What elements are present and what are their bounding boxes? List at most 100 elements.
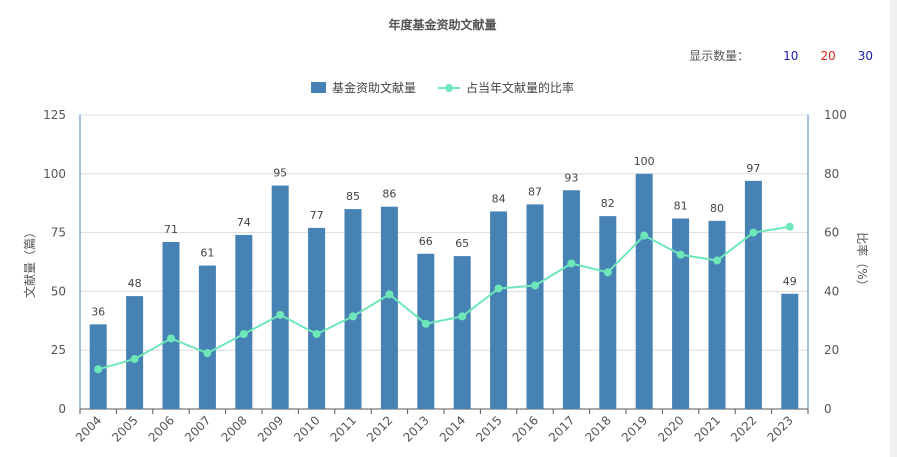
x-tick-label: 2006 bbox=[146, 413, 177, 444]
ratio-point bbox=[276, 310, 285, 319]
chart-legend: 基金资助文献量 占当年文献量的比率 bbox=[0, 79, 885, 96]
ratio-line bbox=[97, 225, 790, 371]
ratio-point bbox=[239, 330, 248, 339]
x-tick-label: 2005 bbox=[109, 413, 140, 444]
x-tick-label: 2013 bbox=[400, 413, 431, 444]
display-count-label: 显示数量： bbox=[689, 49, 750, 63]
x-tick-label: 2009 bbox=[255, 413, 286, 444]
y2-tick-label: 40 bbox=[824, 284, 839, 298]
bar-data-label: 74 bbox=[237, 216, 251, 229]
display-count-option-20[interactable]: 20 bbox=[820, 49, 836, 63]
ratio-point bbox=[94, 365, 103, 374]
display-count-option-10[interactable]: 10 bbox=[783, 49, 799, 63]
ratio-point bbox=[421, 319, 430, 328]
bar-data-label: 82 bbox=[601, 197, 615, 210]
bar bbox=[490, 211, 508, 409]
y2-tick-label: 100 bbox=[824, 108, 847, 122]
x-tick-label: 2015 bbox=[473, 413, 504, 444]
ratio-point bbox=[349, 312, 357, 321]
x-tick-label: 2004 bbox=[73, 413, 104, 444]
bar-data-label: 93 bbox=[564, 171, 578, 184]
bar bbox=[417, 253, 435, 409]
bar-data-label: 61 bbox=[200, 247, 214, 260]
ratio-point bbox=[603, 268, 612, 277]
y2-tick-label: 60 bbox=[824, 226, 839, 240]
bar bbox=[162, 242, 180, 409]
bar bbox=[599, 216, 617, 409]
legend-item-line-series[interactable]: 占当年文献量的比率 bbox=[438, 79, 574, 96]
bar bbox=[635, 173, 653, 409]
bar bbox=[526, 204, 544, 409]
x-tick-label: 2023 bbox=[764, 413, 795, 444]
bar bbox=[453, 256, 471, 409]
x-tick-label: 2019 bbox=[619, 413, 650, 444]
ratio-point bbox=[458, 312, 467, 321]
legend-line-swatch bbox=[438, 83, 460, 93]
ratio-point bbox=[312, 330, 321, 339]
x-tick-label: 2020 bbox=[655, 413, 686, 444]
display-count-option-30[interactable]: 30 bbox=[857, 49, 873, 63]
ratio-point bbox=[130, 355, 139, 364]
ratio-point bbox=[385, 290, 394, 299]
legend-item-bar-series[interactable]: 基金资助文献量 bbox=[310, 79, 416, 96]
bar-data-label: 85 bbox=[346, 190, 360, 203]
x-tick-label: 2007 bbox=[182, 413, 213, 444]
y2-axis-title: 比率（%） bbox=[855, 232, 870, 291]
bar-data-label: 84 bbox=[492, 192, 506, 205]
bar-data-label: 77 bbox=[310, 209, 324, 222]
bar-data-label: 100 bbox=[634, 155, 655, 168]
ratio-point bbox=[494, 284, 503, 293]
ratio-point bbox=[713, 256, 721, 265]
display-count-selector: 显示数量： 10 20 30 bbox=[689, 47, 873, 64]
bar bbox=[344, 209, 362, 409]
ratio-point bbox=[749, 228, 758, 237]
y-tick-label: 0 bbox=[58, 402, 66, 416]
bar-data-label: 87 bbox=[528, 185, 542, 198]
x-tick-label: 2012 bbox=[364, 413, 395, 444]
chart-title: 年度基金资助文献量 bbox=[388, 18, 497, 32]
bar-data-label: 97 bbox=[746, 162, 760, 175]
bar-data-label: 71 bbox=[164, 223, 178, 236]
ratio-point bbox=[531, 281, 539, 290]
x-tick-label: 2022 bbox=[728, 413, 759, 444]
y-tick-label: 25 bbox=[51, 343, 66, 357]
x-tick-label: 2018 bbox=[582, 413, 613, 444]
bar bbox=[562, 190, 580, 409]
y-tick-label: 125 bbox=[43, 108, 66, 122]
y-tick-label: 75 bbox=[51, 226, 66, 240]
bar bbox=[672, 218, 690, 409]
bar bbox=[271, 185, 289, 409]
ratio-point bbox=[640, 231, 649, 240]
page-scrollbar[interactable] bbox=[890, 0, 897, 457]
bar-data-label: 48 bbox=[128, 277, 142, 290]
legend-bar-label: 基金资助文献量 bbox=[331, 81, 416, 95]
bar-data-label: 81 bbox=[674, 199, 688, 212]
y-tick-label: 50 bbox=[51, 284, 66, 298]
bar-data-label: 36 bbox=[91, 305, 105, 318]
x-tick-label: 2010 bbox=[291, 413, 322, 444]
bar bbox=[380, 206, 398, 409]
bar bbox=[198, 265, 216, 409]
bar bbox=[235, 234, 253, 409]
x-tick-label: 2021 bbox=[692, 413, 723, 444]
bar-data-label: 66 bbox=[419, 235, 433, 248]
ratio-point bbox=[567, 259, 576, 268]
x-tick-label: 2014 bbox=[437, 413, 468, 444]
ratio-point bbox=[676, 250, 685, 259]
legend-bar-swatch bbox=[310, 82, 326, 93]
bar bbox=[708, 220, 726, 409]
bar-data-label: 49 bbox=[783, 275, 797, 288]
y2-tick-label: 80 bbox=[824, 167, 839, 181]
ratio-point bbox=[203, 349, 212, 358]
bar-data-label: 65 bbox=[455, 237, 469, 250]
legend-line-label: 占当年文献量的比率 bbox=[466, 81, 575, 95]
bar-data-label: 86 bbox=[382, 188, 396, 201]
bar-data-label: 95 bbox=[273, 167, 287, 180]
x-tick-label: 2008 bbox=[218, 413, 249, 444]
y-tick-label: 100 bbox=[43, 167, 66, 181]
ratio-point bbox=[167, 334, 175, 343]
bar-data-label: 80 bbox=[710, 202, 724, 215]
bar bbox=[126, 296, 144, 409]
x-tick-label: 2011 bbox=[328, 413, 359, 444]
